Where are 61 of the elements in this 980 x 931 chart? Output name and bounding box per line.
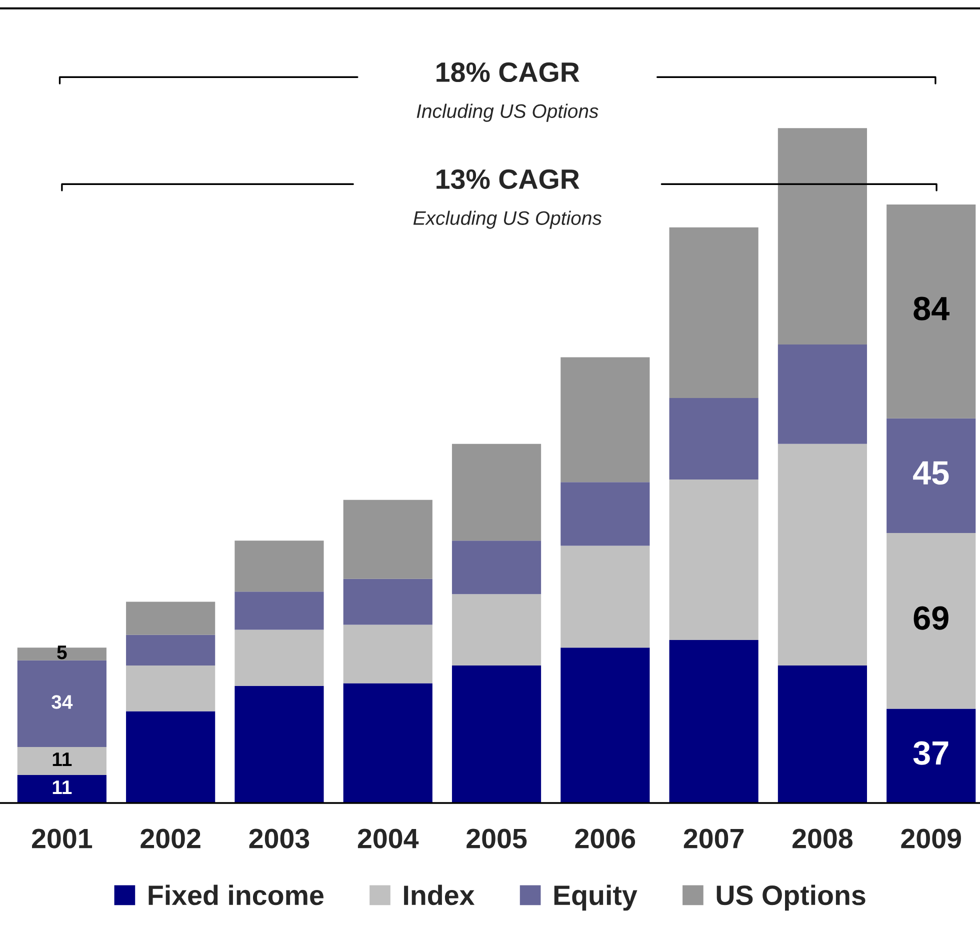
bar <box>343 500 432 579</box>
bar <box>560 482 650 546</box>
annotation: 18% CAGR <box>436 62 580 82</box>
legend-label: Index <box>404 884 475 906</box>
bar <box>452 444 542 541</box>
x-tick-label: 2006 <box>575 828 636 848</box>
bar <box>234 686 324 803</box>
bar <box>886 533 976 709</box>
bar <box>452 665 542 803</box>
bar <box>126 602 216 635</box>
bar <box>560 546 650 648</box>
bar <box>778 665 868 803</box>
data-label: 11 <box>52 780 72 794</box>
data-label: 69 <box>914 606 948 630</box>
legend-label: Equity <box>554 884 638 911</box>
x-tick-label: 2004 <box>358 828 419 848</box>
legend-label: US Options <box>716 884 866 911</box>
bar <box>778 444 868 666</box>
x-tick-label: 2009 <box>901 828 961 848</box>
data-label: 37 <box>913 741 948 765</box>
bar <box>886 708 976 803</box>
data-label: 5 <box>57 646 67 660</box>
bar <box>886 204 976 418</box>
bar <box>126 711 216 803</box>
bar <box>669 227 758 398</box>
x-tick-label: 2003 <box>249 828 310 848</box>
bar <box>234 592 324 630</box>
x-tick-label: 2002 <box>140 828 200 848</box>
annotation: Excluding US Options <box>413 210 602 229</box>
bar <box>452 594 542 666</box>
x-tick-label: 2007 <box>684 828 744 848</box>
bar <box>234 540 324 592</box>
bar <box>560 357 650 482</box>
data-label: 34 <box>52 695 73 709</box>
x-tick-label: 2005 <box>466 828 527 848</box>
bar <box>669 480 758 640</box>
annotation: Including US Options <box>416 104 598 122</box>
bar <box>126 665 216 712</box>
bar <box>669 398 758 480</box>
data-label: 84 <box>914 296 950 320</box>
legend-label: Fixed income <box>148 884 324 906</box>
bar <box>886 418 976 534</box>
data-label: 11 <box>52 752 72 766</box>
bar <box>17 746 106 775</box>
data-label: 45 <box>913 461 949 485</box>
bar <box>17 660 106 747</box>
bar <box>17 774 106 803</box>
bar <box>17 648 106 660</box>
bar <box>126 634 216 666</box>
x-tick-label: 2001 <box>32 828 92 848</box>
bar <box>560 648 650 803</box>
bar <box>778 344 868 444</box>
bar <box>343 578 432 625</box>
bar <box>343 624 432 684</box>
x-tick-label: 2008 <box>792 828 853 848</box>
bar <box>234 630 324 686</box>
bar <box>778 128 868 345</box>
annotation: 13% CAGR <box>436 169 580 190</box>
bar <box>669 640 758 803</box>
bar <box>452 540 542 594</box>
bar <box>343 683 432 803</box>
